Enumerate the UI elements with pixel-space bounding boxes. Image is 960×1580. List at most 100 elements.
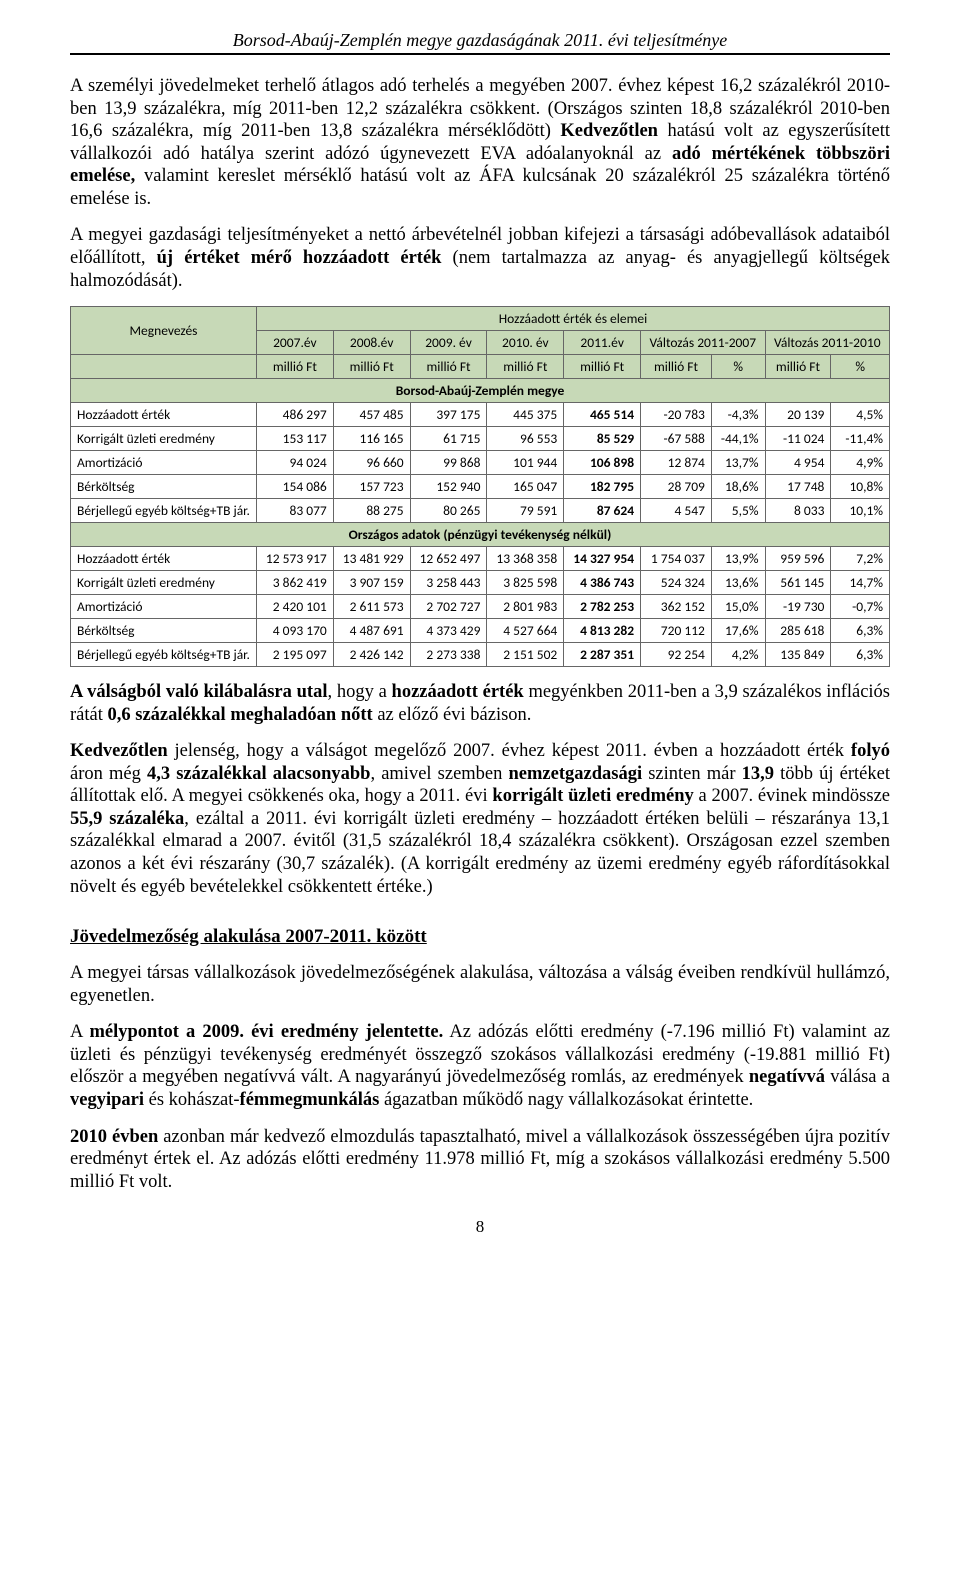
paragraph-3: A válságból való kilábalásra utal, hogy … (70, 681, 890, 726)
row-label: Hozzáadott érték (71, 403, 257, 427)
cell: -4,3% (711, 403, 765, 427)
p4-t2: áron még (70, 764, 147, 784)
cell: 10,1% (831, 499, 890, 523)
cell: 524 324 (641, 571, 712, 595)
cell: 445 375 (487, 403, 564, 427)
unit-ch2b: % (831, 355, 890, 379)
row-label: Amortizáció (71, 595, 257, 619)
cell: 106 898 (564, 451, 641, 475)
cell: 4 487 691 (333, 619, 410, 643)
p6-t4: és kohászat- (144, 1090, 240, 1110)
cell: 2 195 097 (256, 643, 333, 667)
page-number: 8 (70, 1217, 890, 1237)
cell: 12 874 (641, 451, 712, 475)
unit-ch1b: % (711, 355, 765, 379)
cell: 18,6% (711, 475, 765, 499)
table-row: Hozzáadott érték12 573 91713 481 92912 6… (71, 547, 890, 571)
cell: 720 112 (641, 619, 712, 643)
cell: -19 730 (765, 595, 831, 619)
row-label: Bérjellegű egyéb költség+TB jár. (71, 643, 257, 667)
row-label: Amortizáció (71, 451, 257, 475)
col-change-0711: Változás 2011-2007 (641, 331, 765, 355)
cell: 8 033 (765, 499, 831, 523)
cell: 7,2% (831, 547, 890, 571)
col-2010: 2010. év (487, 331, 564, 355)
table-row: Amortizáció2 420 1012 611 5732 702 7272 … (71, 595, 890, 619)
p6-t3: válása a (825, 1067, 890, 1087)
cell: 157 723 (333, 475, 410, 499)
cell: 4 813 282 (564, 619, 641, 643)
p7-b1: 2010 évben (70, 1127, 158, 1147)
cell: 14 327 954 (564, 547, 641, 571)
unit-10: millió Ft (487, 355, 564, 379)
p6-b4: fémmegmunkálás (240, 1090, 380, 1110)
col-2011: 2011.év (564, 331, 641, 355)
cell: 6,3% (831, 643, 890, 667)
cell: 4 547 (641, 499, 712, 523)
p6-b1: mélypontot a 2009. évi eredmény jelentet… (89, 1022, 443, 1042)
cell: 362 152 (641, 595, 712, 619)
cell: 2 801 983 (487, 595, 564, 619)
paragraph-5: A megyei társas vállalkozások jövedelmez… (70, 962, 890, 1007)
cell: 135 849 (765, 643, 831, 667)
page-header: Borsod-Abaúj-Zemplén megye gazdaságának … (70, 30, 890, 55)
p3-t1: , hogy a (327, 682, 391, 702)
cell: 13,6% (711, 571, 765, 595)
cell: 13,9% (711, 547, 765, 571)
cell: 561 145 (765, 571, 831, 595)
cell: 96 553 (487, 427, 564, 451)
table-row: Korrigált üzleti eredmény153 117116 1656… (71, 427, 890, 451)
section-regional: Borsod-Abaúj-Zemplén megye (71, 379, 890, 403)
cell: 15,0% (711, 595, 765, 619)
col-change-1011: Változás 2011-2010 (765, 331, 890, 355)
cell: 4,9% (831, 451, 890, 475)
cell: 12 652 497 (410, 547, 487, 571)
unit-ch1a: millió Ft (641, 355, 712, 379)
p4-b2: folyó (851, 741, 890, 761)
cell: 80 265 (410, 499, 487, 523)
table-row: Bérköltség4 093 1704 487 6914 373 4294 5… (71, 619, 890, 643)
cell: 2 151 502 (487, 643, 564, 667)
table-row: Bérjellegű egyéb költség+TB jár.2 195 09… (71, 643, 890, 667)
row-label: Korrigált üzleti eredmény (71, 427, 257, 451)
paragraph-4: Kedvezőtlen jelenség, hogy a válságot me… (70, 740, 890, 898)
cell: 17,6% (711, 619, 765, 643)
cell: 101 944 (487, 451, 564, 475)
cell: 165 047 (487, 475, 564, 499)
row-label: Bérjellegű egyéb költség+TB jár. (71, 499, 257, 523)
unit-11: millió Ft (564, 355, 641, 379)
cell: 154 086 (256, 475, 333, 499)
cell: 20 139 (765, 403, 831, 427)
table-row: Bérjellegű egyéb költség+TB jár.83 07788… (71, 499, 890, 523)
cell: 13 481 929 (333, 547, 410, 571)
cell: 4,5% (831, 403, 890, 427)
p4-b1: Kedvezőtlen (70, 741, 175, 761)
cell: 3 862 419 (256, 571, 333, 595)
cell: 2 611 573 (333, 595, 410, 619)
unit-ch2a: millió Ft (765, 355, 831, 379)
cell: 4 386 743 (564, 571, 641, 595)
cell: 61 715 (410, 427, 487, 451)
p1-post: valamint kereslet mérséklő hatású volt a… (70, 166, 890, 209)
cell: 94 024 (256, 451, 333, 475)
cell: 2 420 101 (256, 595, 333, 619)
row-label: Hozzáadott érték (71, 547, 257, 571)
cell: 153 117 (256, 427, 333, 451)
row-label: Bérköltség (71, 619, 257, 643)
cell: 5,5% (711, 499, 765, 523)
col-2009: 2009. év (410, 331, 487, 355)
cell: -0,7% (831, 595, 890, 619)
col-group: Hozzáadott érték és elemei (256, 307, 889, 331)
cell: 2 287 351 (564, 643, 641, 667)
cell: 6,3% (831, 619, 890, 643)
cell: 457 485 (333, 403, 410, 427)
p6-t5: ágazatban működő nagy vállalkozásokat ér… (379, 1090, 753, 1110)
cell: -44,1% (711, 427, 765, 451)
cell: 79 591 (487, 499, 564, 523)
cell: 2 782 253 (564, 595, 641, 619)
cell: 285 618 (765, 619, 831, 643)
p4-t7: , ezáltal a 2011. évi korrigált üzleti e… (70, 809, 890, 897)
cell: 13,7% (711, 451, 765, 475)
cell: 1 754 037 (641, 547, 712, 571)
cell: 4 954 (765, 451, 831, 475)
